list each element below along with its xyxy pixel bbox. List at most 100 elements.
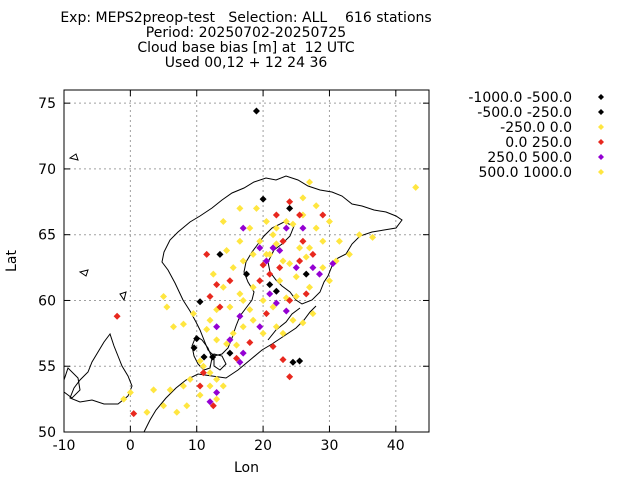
data-point — [226, 277, 233, 284]
data-point — [143, 409, 150, 416]
legend-label: 0.0 250.0 — [505, 135, 572, 151]
legend-marker — [598, 124, 604, 130]
data-point — [313, 225, 320, 232]
data-point — [230, 264, 237, 271]
data-point — [203, 326, 210, 333]
data-point — [240, 225, 247, 232]
data-point — [236, 238, 243, 245]
data-point — [213, 281, 220, 288]
data-point — [226, 350, 233, 357]
legend-label: 250.0 500.0 — [487, 150, 572, 166]
data-point — [207, 382, 214, 389]
coastline-map — [64, 154, 402, 432]
data-point — [283, 307, 290, 314]
data-point — [296, 258, 303, 265]
legend-label: -1000.0 -500.0 — [468, 90, 572, 106]
data-point — [207, 293, 214, 300]
data-point — [213, 396, 220, 403]
data-point — [250, 251, 257, 258]
data-point — [246, 306, 253, 313]
data-point — [253, 205, 260, 212]
data-point — [190, 310, 197, 317]
data-point — [240, 323, 247, 330]
legend-marker — [598, 154, 604, 160]
x-tick-label: 0 — [126, 438, 135, 454]
data-point — [283, 225, 290, 232]
data-point — [296, 357, 303, 364]
data-point — [213, 323, 220, 330]
data-point — [293, 273, 300, 280]
y-axis-label: Lat — [4, 250, 20, 272]
data-point — [250, 284, 257, 291]
data-point — [303, 271, 310, 278]
data-point — [260, 297, 267, 304]
data-point — [226, 304, 233, 311]
data-point — [236, 290, 243, 297]
data-point — [280, 258, 287, 265]
data-point — [266, 271, 273, 278]
data-point — [240, 350, 247, 357]
data-point — [273, 225, 280, 232]
data-point — [319, 211, 326, 218]
data-point — [220, 284, 227, 291]
x-tick-label: 40 — [387, 438, 405, 454]
data-point — [260, 196, 267, 203]
data-point — [319, 238, 326, 245]
data-point — [163, 304, 170, 311]
data-point — [273, 211, 280, 218]
data-point — [276, 264, 283, 271]
data-point — [213, 389, 220, 396]
data-point — [286, 198, 293, 205]
data-point — [286, 205, 293, 212]
data-point — [303, 254, 310, 261]
data-point — [250, 317, 257, 324]
data-point — [197, 298, 204, 305]
x-tick-label: 10 — [188, 438, 206, 454]
data-point — [306, 179, 313, 186]
data-point — [220, 218, 227, 225]
data-point — [280, 238, 287, 245]
data-point — [160, 293, 167, 300]
data-point — [313, 202, 320, 209]
data-point — [293, 264, 300, 271]
data-points — [114, 108, 420, 418]
data-point — [299, 238, 306, 245]
data-point — [173, 409, 180, 416]
data-point — [319, 264, 326, 271]
data-point — [207, 317, 214, 324]
data-point — [309, 264, 316, 271]
data-point — [130, 410, 137, 417]
data-point — [220, 382, 227, 389]
data-point — [180, 321, 187, 328]
y-tick-label: 65 — [38, 228, 56, 244]
data-point — [246, 225, 253, 232]
y-tick-label: 75 — [38, 96, 56, 112]
data-point — [197, 382, 204, 389]
data-point — [183, 402, 190, 409]
data-point — [306, 244, 313, 251]
data-point — [253, 108, 260, 115]
y-tick-label: 55 — [38, 359, 56, 375]
data-point — [167, 386, 174, 393]
data-point — [266, 281, 273, 288]
legend-marker — [598, 139, 604, 145]
legend-marker — [598, 109, 604, 115]
data-point — [326, 218, 333, 225]
data-point — [356, 231, 363, 238]
legend-label: -250.0 0.0 — [500, 120, 572, 136]
data-point — [306, 284, 313, 291]
data-point — [273, 323, 280, 330]
data-point — [286, 260, 293, 267]
data-point — [230, 330, 237, 337]
legend-label: 500.0 1000.0 — [478, 165, 572, 181]
axis-ticks: -10 0 10 20 30 40 50 55 60 65 70 75 — [38, 90, 429, 454]
data-point — [150, 386, 157, 393]
data-point — [273, 288, 280, 295]
data-point — [293, 293, 300, 300]
data-point — [260, 330, 267, 337]
data-point — [240, 297, 247, 304]
data-point — [223, 247, 230, 254]
y-tick-label: 60 — [38, 293, 56, 309]
data-point — [246, 339, 253, 346]
